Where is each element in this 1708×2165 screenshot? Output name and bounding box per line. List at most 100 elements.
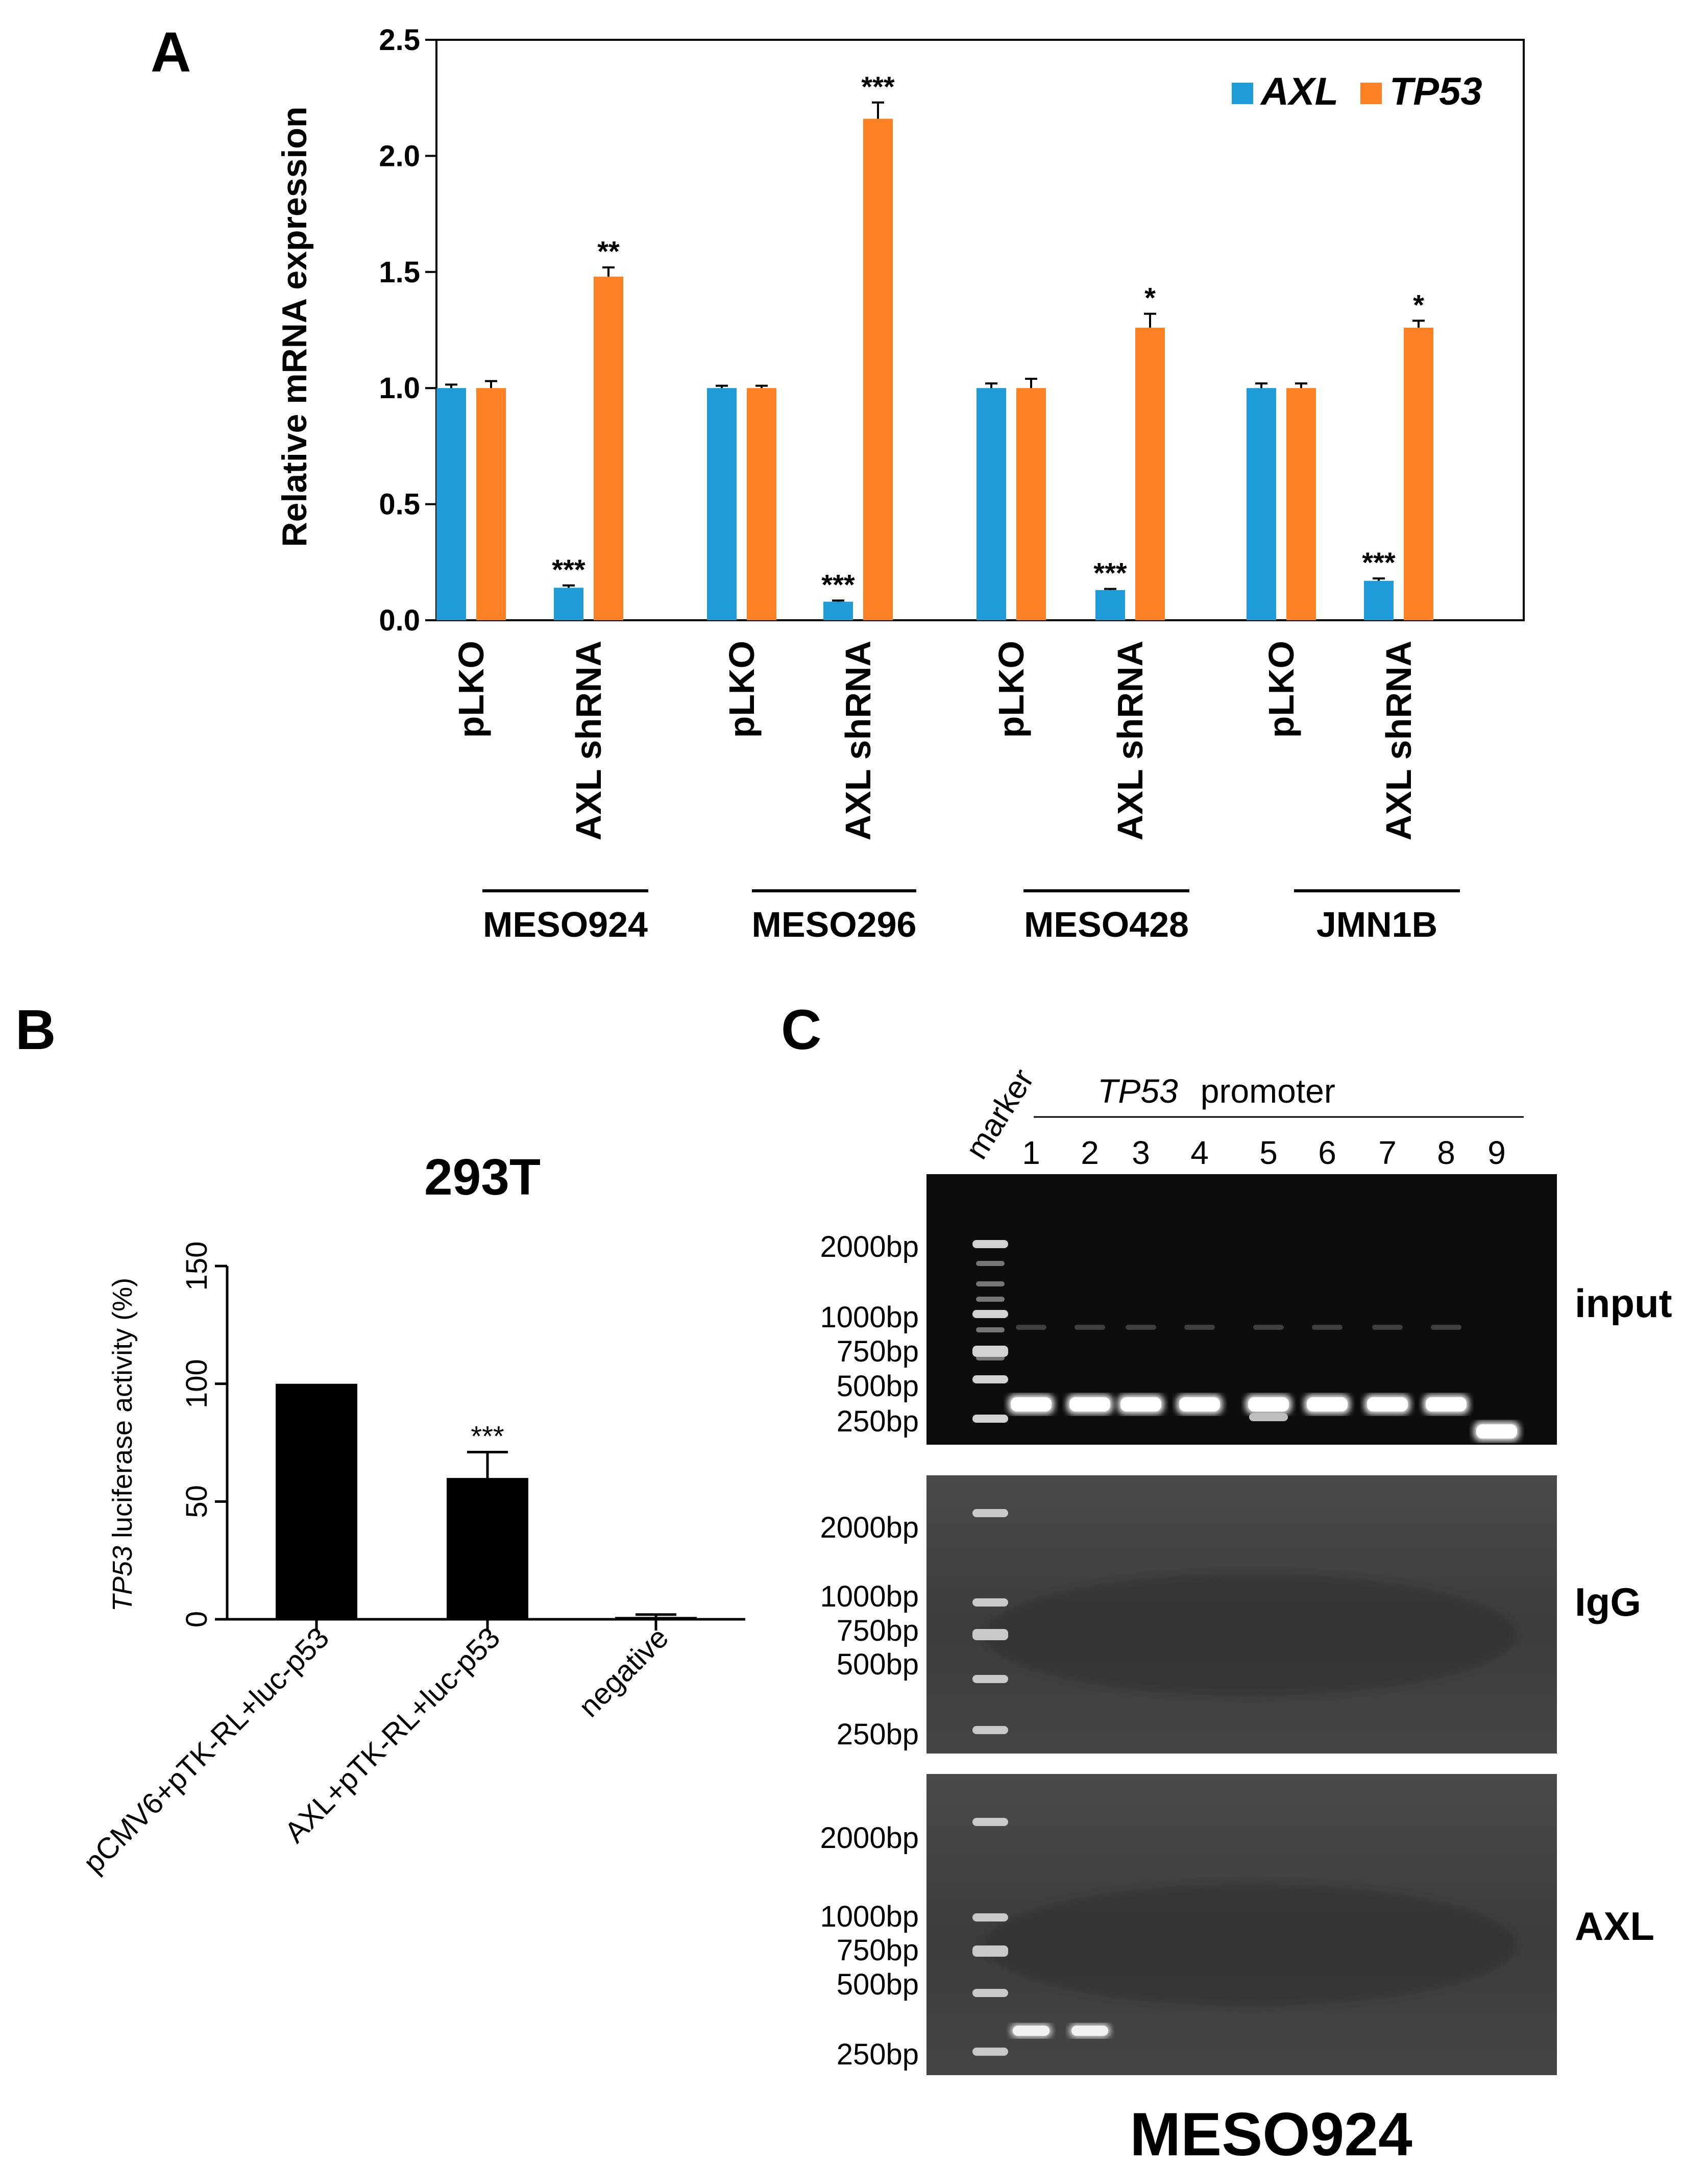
- marker-band: [972, 1945, 1008, 1957]
- dna-band-faint: [1253, 1325, 1284, 1330]
- group-label: MESO428: [1024, 905, 1189, 944]
- y-tick-label: 0.5: [379, 488, 420, 521]
- gel-header-gene: TP53: [1097, 1072, 1178, 1110]
- dna-band-faint: [1312, 1325, 1343, 1330]
- dna-band-faint: [1016, 1325, 1046, 1330]
- chart-b: 050100150pCMV6+pTK-RL+luc-p53***AXL+pTK-…: [77, 1242, 745, 1880]
- x-tick-label: AXL shRNA: [1110, 641, 1150, 841]
- bar-axl: [436, 388, 466, 620]
- bar: [276, 1383, 357, 1619]
- x-tick-label: AXL shRNA: [569, 641, 608, 841]
- marker-band: [976, 1327, 1005, 1332]
- gel-row-label: AXL: [1575, 1904, 1654, 1949]
- size-label: 750bp: [837, 1934, 919, 1967]
- bar-tp53: [594, 276, 623, 620]
- dna-band-faint: [1431, 1325, 1461, 1330]
- y-tick-label: 0.0: [379, 604, 420, 637]
- gel-header-rest: promoter: [1201, 1072, 1335, 1110]
- bar-tp53: [476, 388, 506, 620]
- marker-band: [972, 1375, 1008, 1383]
- x-tick-label: AXL shRNA: [838, 641, 878, 841]
- marker-band: [972, 1598, 1008, 1607]
- dna-band-core: [1071, 2026, 1108, 2036]
- gel-header: TP53 promoter: [1097, 1072, 1335, 1110]
- dna-band-core: [1011, 1397, 1052, 1412]
- dna-band-faint: [1126, 1325, 1156, 1330]
- significance-label: ***: [552, 553, 585, 586]
- panel-label-a: A: [151, 21, 191, 84]
- size-label: 2000bp: [820, 1511, 919, 1544]
- marker-band: [972, 1415, 1008, 1423]
- size-label: 1000bp: [820, 1301, 919, 1334]
- dna-band-core: [1426, 1397, 1467, 1412]
- significance-label: *: [1144, 282, 1156, 314]
- dna-band-secondary: [1249, 1413, 1288, 1421]
- legend-swatch-tp53: [1360, 83, 1382, 104]
- bar-tp53: [747, 388, 776, 620]
- y-tick-label: 2.0: [379, 139, 420, 173]
- lane-number: 1: [1022, 1134, 1040, 1171]
- dna-band-core: [1179, 1397, 1220, 1412]
- size-label: 500bp: [837, 1968, 919, 2001]
- bar-axl: [554, 588, 583, 620]
- size-label: 750bp: [837, 1614, 919, 1647]
- significance-label: ***: [821, 568, 855, 600]
- chart-a-ylabel: Relative mRNA expression: [275, 107, 314, 547]
- y-tick-label: 0: [180, 1611, 213, 1627]
- marker-band: [976, 1281, 1005, 1286]
- gel-row-label: input: [1575, 1281, 1672, 1326]
- bar-axl: [707, 388, 737, 620]
- bar: [447, 1478, 528, 1619]
- marker-band: [972, 1310, 1008, 1318]
- bar-tp53: [1135, 327, 1165, 620]
- x-tick-label: pLKO: [991, 641, 1031, 738]
- lane-number: 6: [1318, 1134, 1336, 1171]
- x-tick-label: AXL shRNA: [1379, 641, 1419, 841]
- chart-b-ylabel: TP53 luciferase activity (%): [107, 1278, 138, 1612]
- size-label: 250bp: [837, 1718, 919, 1751]
- y-tick-label: 100: [180, 1359, 213, 1408]
- bar: [615, 1617, 697, 1619]
- significance-label: ***: [471, 1420, 504, 1452]
- bar-tp53: [1286, 388, 1316, 620]
- y-tick-label: 1.5: [379, 256, 420, 289]
- lane-number: 4: [1190, 1134, 1209, 1171]
- legend-label-tp53: TP53: [1389, 70, 1482, 113]
- significance-label: *: [1413, 288, 1424, 321]
- dna-band-faint: [1372, 1325, 1403, 1330]
- size-label: 250bp: [837, 2038, 919, 2071]
- y-tick-label: 2.5: [379, 23, 420, 57]
- group-label: JMN1B: [1316, 905, 1437, 944]
- marker-band: [972, 1989, 1008, 1997]
- marker-band: [972, 1629, 1008, 1640]
- significance-label: ***: [1362, 546, 1396, 578]
- bar-axl: [1247, 388, 1276, 620]
- legend-swatch-axl: [1232, 83, 1253, 104]
- size-label: 2000bp: [820, 1821, 919, 1855]
- dna-band-faint: [1075, 1325, 1105, 1330]
- dna-band-core: [1120, 1397, 1161, 1412]
- x-tick-label: negative: [572, 1621, 675, 1723]
- chart-b-ylabel-rest: luciferase activity (%): [107, 1278, 138, 1546]
- gel-image: 1 2 3 4 5 6 7 8 92000bp1000bp750bp500bp250bpinpu…: [820, 1134, 1672, 2075]
- lane-number: 9: [1487, 1134, 1506, 1171]
- dna-band-core: [1248, 1397, 1289, 1412]
- bar-tp53: [863, 118, 893, 620]
- dna-band-core: [1013, 2026, 1050, 2036]
- marker-band: [972, 1726, 1008, 1734]
- significance-label: **: [597, 235, 620, 267]
- group-label: MESO296: [752, 905, 917, 944]
- dna-band-core: [1476, 1424, 1517, 1439]
- chart-b-ylabel-gene: TP53: [107, 1546, 138, 1612]
- chart-a-legend: AXL TP53: [1232, 70, 1482, 113]
- marker-band: [972, 1818, 1008, 1826]
- gel-row-label: IgG: [1575, 1579, 1641, 1624]
- gel-shadow: [985, 1884, 1516, 2006]
- marker-band: [976, 1297, 1005, 1302]
- size-label: 1000bp: [820, 1900, 919, 1933]
- bar-axl: [1364, 580, 1394, 620]
- significance-label: ***: [1093, 557, 1127, 589]
- marker-band: [972, 2048, 1008, 2056]
- x-tick-label: pLKO: [722, 641, 762, 738]
